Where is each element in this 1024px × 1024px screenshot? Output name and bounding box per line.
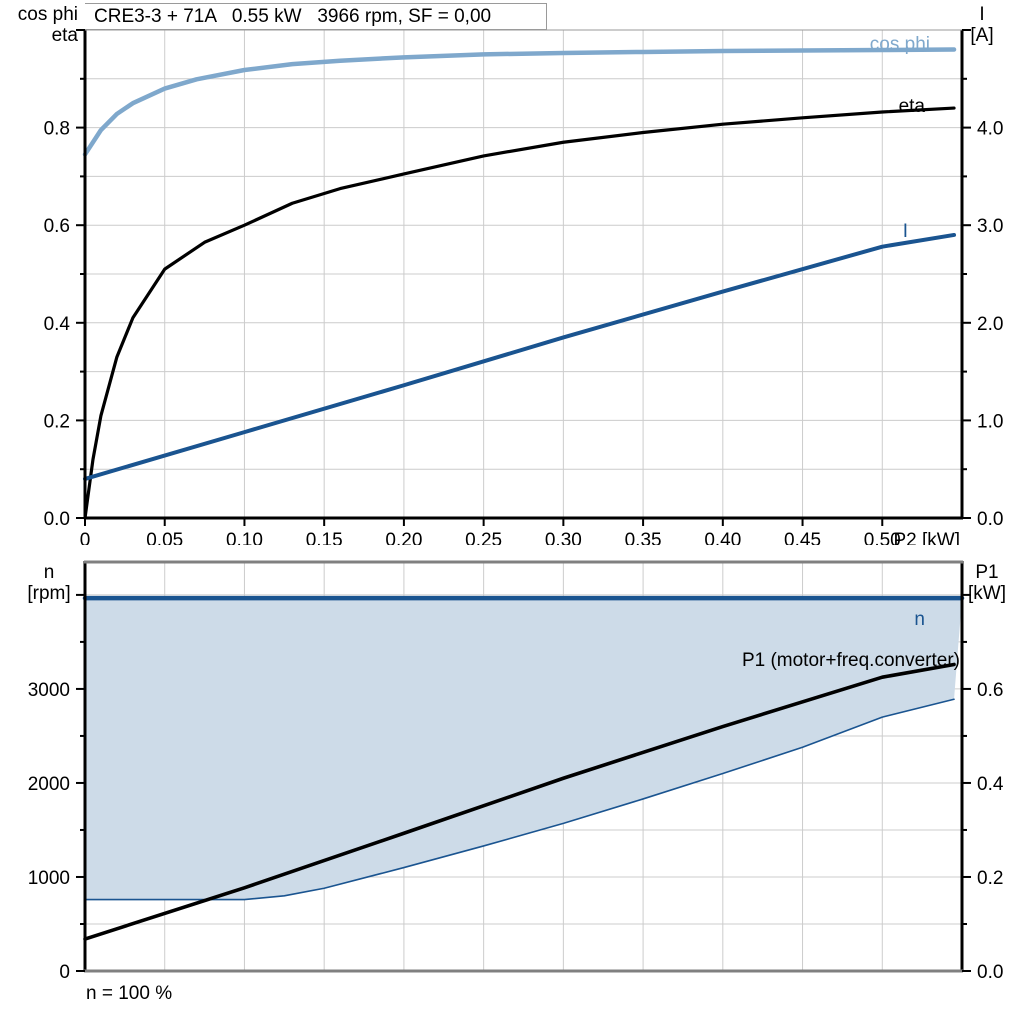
y-tick-label-left: 0.6 xyxy=(44,216,70,237)
y-tick-label-left: 0.0 xyxy=(44,509,70,530)
top-chart-plot: 0.0 0.0 0.2 1.0 0.4 2.0 0.6 3.0 0.8 4.0 0 0.05 0.10 0… xyxy=(44,29,1003,545)
y-tick-label-left: 0.8 xyxy=(44,119,70,140)
cos-phi-series-label: cos phi xyxy=(870,34,930,55)
current-series-label: I xyxy=(903,221,908,242)
y-tick-label-right: 3.0 xyxy=(977,216,1003,237)
top-left-axis-title-line2: eta xyxy=(51,25,78,46)
y-tick-label-left: 1000 xyxy=(28,868,70,889)
y-tick-label-right: 0.4 xyxy=(977,774,1004,795)
top-left-axis-title-line1: cos phi xyxy=(17,4,78,25)
x-tick-label: 0.10 xyxy=(226,530,263,545)
x-tick-label: 0.20 xyxy=(385,530,422,545)
bottom-right-axis-title-line2: [kW] xyxy=(968,583,1006,604)
x-tick-label: 0.35 xyxy=(625,530,662,545)
x-tick-label: 0.50 xyxy=(864,530,901,545)
x-tick-label: 0 xyxy=(80,530,91,545)
bottom-left-axis-title-line1: n xyxy=(43,562,55,583)
y-tick-label-left: 2000 xyxy=(28,774,70,795)
p1-curve xyxy=(83,662,956,941)
y-tick-label-left: 0.2 xyxy=(44,411,70,432)
chart-title-box: CRE3-3 + 71A 0.55 kW 3966 rpm, SF = 0,00 xyxy=(85,3,547,30)
x-axis-title: P2 [kW] xyxy=(893,530,960,545)
y-tick-label-left: 0 xyxy=(59,962,70,983)
speed-range-band xyxy=(85,598,962,900)
x-tick-label: 0.15 xyxy=(306,530,343,545)
x-tick-label: 0.25 xyxy=(465,530,502,545)
y-tick-label-right: 0.0 xyxy=(977,509,1003,530)
y-tick-label-right: 0.2 xyxy=(977,868,1003,889)
bottom-left-axis-title-line2: [rpm] xyxy=(27,583,71,604)
cos-phi-curve xyxy=(82,47,957,157)
top-gridlines xyxy=(84,29,963,519)
y-tick-label-left: 3000 xyxy=(28,680,70,701)
y-tick-label-right: 1.0 xyxy=(977,411,1003,432)
y-tick-label-right: 4.0 xyxy=(977,119,1003,140)
top-right-axis-title-line1: I xyxy=(979,4,985,25)
bottom-chart-plot: 0 1000 2000 3000 0.0 0.2 0.4 0.6 n P1 (motor+freq… xyxy=(28,560,1004,983)
p1-series-label: P1 (motor+freq.converter) xyxy=(742,650,960,671)
y-tick-label-right: 0.0 xyxy=(977,962,1003,983)
eta-series-label: eta xyxy=(899,96,926,117)
y-tick-label-right: 2.0 xyxy=(977,314,1003,335)
x-tick-label: 0.05 xyxy=(146,530,183,545)
bottom-right-axis-title-line1: P1 xyxy=(975,562,999,583)
speed-note: n = 100 % xyxy=(86,983,173,1004)
speed-lower-bound-curve xyxy=(84,698,955,901)
x-tick-label: 0.45 xyxy=(784,530,821,545)
current-curve xyxy=(83,232,957,481)
x-tick-label: 0.40 xyxy=(704,530,741,545)
top-right-axis-title-line2: [A] xyxy=(970,25,994,46)
speed-series-label: n xyxy=(914,609,925,630)
y-tick-label-right: 0.6 xyxy=(977,680,1003,701)
eta-curve xyxy=(83,106,956,520)
x-tick-label: 0.30 xyxy=(545,530,582,545)
page-title: CRE3-3 + 71A 0.55 kW 3966 rpm, SF = 0,00 xyxy=(94,5,492,27)
y-tick-label-left: 0.4 xyxy=(44,314,71,335)
